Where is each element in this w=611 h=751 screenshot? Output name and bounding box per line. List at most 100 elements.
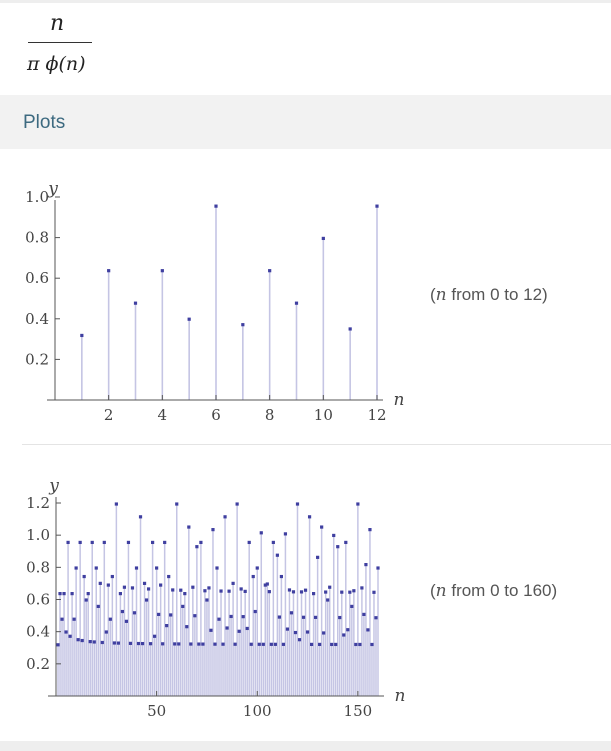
plot2-point <box>360 586 364 590</box>
plot2-point <box>362 612 366 617</box>
plot1-point <box>294 301 299 305</box>
plot2-point <box>225 626 229 630</box>
formula-numerator: n <box>50 11 65 36</box>
plot2-point <box>289 611 294 615</box>
plot2-point <box>185 625 189 629</box>
plot2-point <box>368 528 372 532</box>
plot2-point <box>231 581 235 585</box>
plot2-point <box>151 540 155 545</box>
plot2-point <box>197 642 201 646</box>
plot2-point <box>116 641 120 645</box>
plot2-point <box>346 628 350 632</box>
plot2-y-axis-label: y <box>48 476 59 496</box>
plot2-point <box>70 592 74 596</box>
plot2-point <box>334 642 338 647</box>
plot2-point <box>98 581 102 585</box>
plot2-point <box>96 604 100 609</box>
plot2-point <box>285 627 290 631</box>
plot2-point <box>181 604 185 609</box>
plot1-y-tick-label: 0.6 <box>25 269 49 287</box>
plot2-point <box>132 611 137 615</box>
plot2-point <box>159 583 163 587</box>
plots-section-header: Plots <box>0 95 611 149</box>
plot2-point <box>348 590 352 594</box>
plot2-point <box>279 574 283 579</box>
plot2-point <box>72 617 76 621</box>
plot2-point <box>293 630 298 635</box>
plot2-point <box>183 592 187 596</box>
plot2-y-tick-label: 1.0 <box>26 526 50 544</box>
plot2-point <box>155 566 159 570</box>
plot2-point <box>76 638 80 642</box>
plot1-x-tick-label: 2 <box>104 406 114 424</box>
plot2-point <box>269 642 273 646</box>
plot2-point <box>356 502 360 506</box>
plot2-point <box>259 531 263 535</box>
plot2-x-tick-label: 150 <box>344 702 373 720</box>
plot2-point <box>68 634 72 638</box>
plot2-point <box>110 574 114 579</box>
plot1-point <box>268 269 272 273</box>
plot2-point <box>358 642 362 647</box>
plot2-point <box>134 566 139 570</box>
plot2-point <box>241 615 245 619</box>
plot1-caption-var: n <box>435 285 447 305</box>
plot1-caption: (n from 0 to 12) <box>430 285 548 305</box>
plot1-x-tick-label: 8 <box>265 406 275 424</box>
plot2-point <box>86 592 90 596</box>
plot2-point <box>163 540 167 545</box>
plot2-point <box>255 566 259 570</box>
plot2-point <box>193 614 197 618</box>
plot-n-0-to-12: 2 4 6 8 10 12 0.2 0.4 0.6 0.8 1.0 n y <box>25 179 404 424</box>
plot2-point <box>114 502 118 506</box>
formula-panel: n π ϕ(n) <box>0 3 611 95</box>
plot2-point <box>94 566 98 570</box>
plot2-point <box>316 555 320 559</box>
plot2-point <box>215 566 219 570</box>
plot1-caption-text: from 0 to 12) <box>446 285 548 304</box>
plot2-point <box>257 642 261 646</box>
plot2-point <box>106 583 110 587</box>
plot2-point <box>108 617 112 621</box>
plot2-point <box>112 641 116 645</box>
plot2-point <box>370 642 374 647</box>
plot2-point <box>318 642 322 647</box>
plot2-point <box>342 633 346 637</box>
plot1-point <box>107 269 111 273</box>
plot1-x-tick-label: 12 <box>367 406 386 424</box>
plot2-y-tick-label: 0.8 <box>26 558 50 576</box>
plot1-y-tick-label: 1.0 <box>25 188 49 206</box>
plot2-point <box>307 515 312 519</box>
plot2-caption-var: n <box>435 581 447 601</box>
plot2-point <box>122 585 127 589</box>
plot2-point <box>179 588 183 592</box>
plot2-point <box>207 586 211 590</box>
plot1-x-tick-label: 6 <box>211 406 221 424</box>
plot2-point <box>291 590 296 594</box>
plot2-point <box>120 609 125 614</box>
plot2-y-tick-label: 1.2 <box>26 494 50 512</box>
plot2-point <box>320 525 324 529</box>
plot2-caption: (n from 0 to 160) <box>430 581 558 601</box>
plot2-point <box>217 617 221 621</box>
plot2-point <box>253 609 257 614</box>
plot2-point <box>146 587 151 591</box>
plot2-point <box>92 640 96 644</box>
plot2-point <box>309 642 314 646</box>
plot2-point <box>199 540 203 545</box>
plot2-point <box>324 590 328 594</box>
plot2-point <box>299 590 304 594</box>
plot2-point <box>157 612 161 617</box>
plot2-point <box>88 640 92 644</box>
plot2-point <box>140 641 145 646</box>
plot2-point <box>297 638 302 642</box>
plot2-point <box>295 502 300 506</box>
plot2-point <box>332 533 336 538</box>
plot2-point <box>80 638 84 643</box>
plot2-point <box>171 588 175 592</box>
plot2-point <box>100 640 104 645</box>
plot1-x-tick-label: 10 <box>314 406 333 424</box>
plot2-x-tick-label: 100 <box>243 702 272 720</box>
plot2-point <box>275 553 279 557</box>
plot2-point <box>118 592 122 596</box>
